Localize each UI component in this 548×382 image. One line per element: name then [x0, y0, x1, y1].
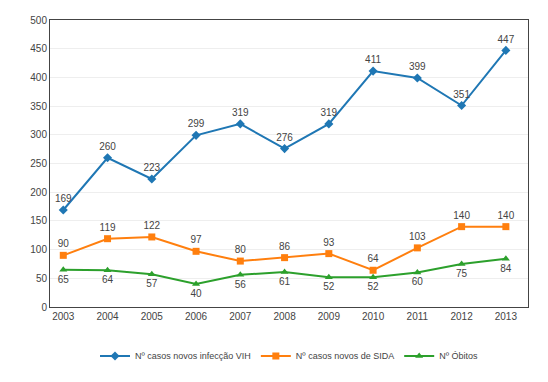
- svg-text:84: 84: [500, 263, 512, 274]
- svg-text:50: 50: [36, 273, 48, 284]
- svg-text:2006: 2006: [185, 311, 208, 322]
- svg-text:350: 350: [30, 101, 47, 112]
- svg-text:250: 250: [30, 158, 47, 169]
- svg-text:140: 140: [498, 210, 515, 221]
- svg-text:60: 60: [412, 276, 424, 287]
- svg-text:200: 200: [30, 187, 47, 198]
- svg-text:52: 52: [323, 281, 335, 292]
- svg-text:57: 57: [146, 278, 158, 289]
- svg-text:319: 319: [232, 107, 249, 118]
- svg-text:65: 65: [58, 274, 70, 285]
- svg-text:90: 90: [58, 238, 70, 249]
- svg-text:Nº casos novos infecção VIH: Nº casos novos infecção VIH: [135, 351, 251, 361]
- svg-text:Nº casos novos de SIDA: Nº casos novos de SIDA: [296, 351, 394, 361]
- svg-text:100: 100: [30, 244, 47, 255]
- svg-text:2013: 2013: [495, 311, 518, 322]
- svg-text:2003: 2003: [52, 311, 75, 322]
- svg-text:122: 122: [143, 220, 160, 231]
- svg-text:93: 93: [323, 237, 335, 248]
- svg-text:450: 450: [30, 43, 47, 54]
- svg-text:150: 150: [30, 215, 47, 226]
- svg-text:64: 64: [368, 253, 380, 264]
- svg-text:399: 399: [409, 61, 426, 72]
- svg-text:411: 411: [365, 54, 381, 65]
- svg-text:Nº Óbitos: Nº Óbitos: [439, 351, 478, 361]
- svg-text:2004: 2004: [96, 311, 119, 322]
- svg-text:223: 223: [143, 162, 160, 173]
- svg-text:2005: 2005: [141, 311, 164, 322]
- svg-text:300: 300: [30, 129, 47, 140]
- svg-text:2011: 2011: [407, 311, 429, 322]
- svg-text:140: 140: [453, 210, 470, 221]
- svg-text:56: 56: [235, 279, 247, 290]
- svg-text:400: 400: [30, 72, 47, 83]
- svg-text:40: 40: [190, 288, 202, 299]
- svg-text:276: 276: [276, 132, 293, 143]
- svg-text:64: 64: [102, 274, 114, 285]
- svg-text:75: 75: [456, 268, 468, 279]
- svg-text:500: 500: [30, 15, 47, 26]
- svg-text:299: 299: [188, 118, 205, 129]
- svg-text:86: 86: [279, 241, 291, 252]
- svg-text:52: 52: [368, 281, 380, 292]
- svg-text:260: 260: [99, 141, 116, 152]
- svg-text:319: 319: [320, 107, 337, 118]
- svg-text:351: 351: [453, 89, 470, 100]
- svg-text:0: 0: [41, 302, 47, 313]
- svg-text:97: 97: [190, 234, 202, 245]
- svg-text:119: 119: [100, 222, 116, 233]
- svg-text:61: 61: [279, 276, 291, 287]
- svg-text:2010: 2010: [362, 311, 385, 322]
- svg-text:2007: 2007: [229, 311, 252, 322]
- svg-text:2009: 2009: [318, 311, 341, 322]
- svg-text:103: 103: [409, 231, 426, 242]
- svg-text:2012: 2012: [450, 311, 473, 322]
- svg-text:447: 447: [498, 34, 515, 45]
- svg-text:80: 80: [235, 244, 247, 255]
- svg-text:2008: 2008: [273, 311, 296, 322]
- svg-text:169: 169: [55, 193, 72, 204]
